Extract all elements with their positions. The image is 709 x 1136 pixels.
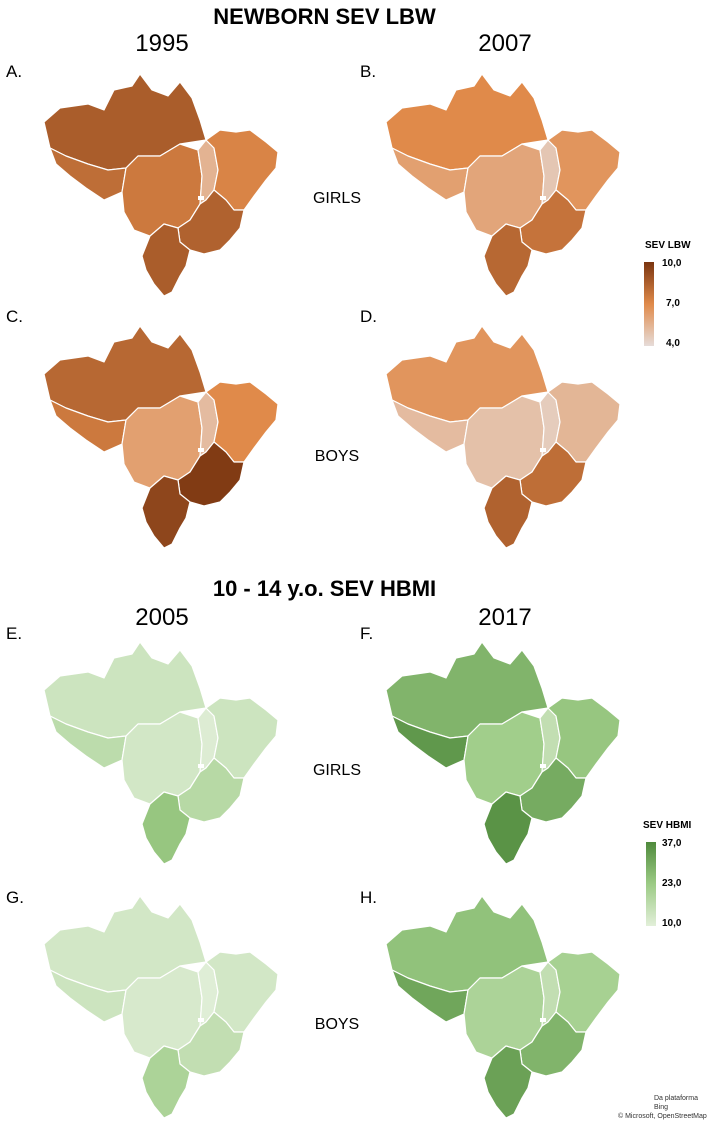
legend-min-lbw: 4,0 (666, 338, 680, 349)
region-northeast (547, 697, 621, 779)
legend-max-lbw: 10,0 (662, 258, 682, 269)
panel-letter-b: B. (360, 62, 377, 81)
region-south (141, 1045, 191, 1119)
region-northeast (205, 129, 279, 211)
legend-mid-lbw: 7,0 (666, 298, 680, 309)
region-south (141, 791, 191, 865)
brazil-map-panel-b (385, 73, 621, 297)
row-label-boys-lbw: BOYS (314, 448, 360, 465)
region-south (483, 223, 533, 297)
legend-colorbar-hbmi (646, 842, 656, 926)
legend-title-lbw: SEV LBW (645, 240, 691, 251)
region-northeast (205, 951, 279, 1033)
brazil-map-panel-d (385, 325, 621, 549)
legend-max-hbmi: 37,0 (662, 838, 682, 849)
brazil-map-panel-f (385, 641, 621, 865)
section-title-hbmi: 10 - 14 y.o. SEV HBMI (212, 576, 437, 601)
region-northeast (547, 951, 621, 1033)
federal-district-marker (540, 1018, 546, 1022)
row-label-boys-hbmi: BOYS (314, 1016, 360, 1033)
region-south (483, 791, 533, 865)
panel-letter-a: A. (6, 62, 23, 81)
row-label-girls-lbw: GIRLS (312, 190, 361, 207)
federal-district-marker (198, 196, 204, 200)
year-label-2007: 2007 (478, 30, 532, 57)
federal-district-marker (540, 196, 546, 200)
federal-district-marker (540, 764, 546, 768)
row-label-girls-hbmi: GIRLS (312, 762, 361, 779)
region-northeast (205, 381, 279, 463)
attribution-line2: © Microsoft, OpenStreetMap (618, 1113, 707, 1120)
year-label-1995: 1995 (135, 30, 189, 57)
year-label-2005: 2005 (135, 604, 189, 631)
attribution-line1: Da plataforma Bing (654, 1095, 698, 1111)
region-northeast (547, 129, 621, 211)
region-south (141, 475, 191, 549)
brazil-map-panel-h (385, 895, 621, 1119)
section-title-lbw: NEWBORN SEV LBW (213, 4, 436, 29)
legend-colorbar-lbw (644, 262, 654, 346)
region-south (483, 475, 533, 549)
map-attribution: Da plataforma Bing © Microsoft, OpenStre… (618, 1094, 708, 1121)
legend-mid-hbmi: 23,0 (662, 878, 682, 889)
panel-letter-e: E. (6, 624, 23, 643)
region-south (483, 1045, 533, 1119)
panel-letter-c: C. (6, 307, 23, 326)
panel-letter-g: G. (6, 888, 24, 907)
year-label-2017: 2017 (478, 604, 532, 631)
region-northeast (205, 697, 279, 779)
panel-letter-h: H. (360, 888, 377, 907)
legend-min-hbmi: 10,0 (662, 918, 682, 929)
panel-letter-f: F. (360, 624, 374, 643)
federal-district-marker (540, 448, 546, 452)
region-northeast (547, 381, 621, 463)
federal-district-marker (198, 448, 204, 452)
federal-district-marker (198, 764, 204, 768)
brazil-map-panel-g (43, 895, 279, 1119)
brazil-map-panel-e (43, 641, 279, 865)
federal-district-marker (198, 1018, 204, 1022)
brazil-map-panel-c (43, 325, 279, 549)
region-south (141, 223, 191, 297)
panel-letter-d: D. (360, 307, 377, 326)
brazil-map-panel-a (43, 73, 279, 297)
legend-title-hbmi: SEV HBMI (643, 820, 692, 831)
